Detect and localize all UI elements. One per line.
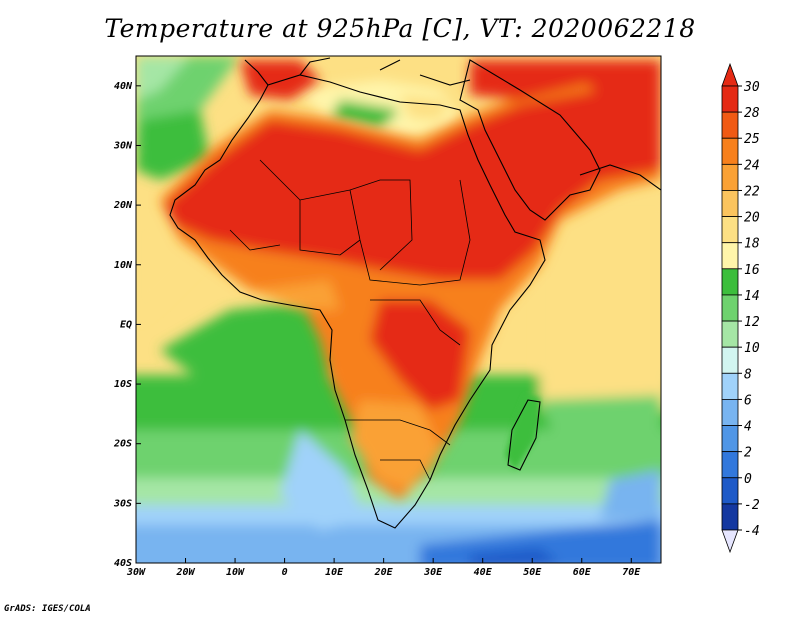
colorbar-label: 0 xyxy=(744,472,752,487)
colorbar-label: 20 xyxy=(744,211,760,226)
lat-tick-label: 30S xyxy=(113,498,132,509)
lat-tick-label: 40N xyxy=(114,81,133,92)
colorbar-swatch xyxy=(721,242,739,270)
colorbar-label: 25 xyxy=(744,132,760,147)
lat-tick-label: 30N xyxy=(113,140,133,151)
colorbar-swatch xyxy=(721,216,739,244)
axis-ticks: 30W 20W 10W 0 10E 20E 30E 40E 50E 60E 70E 40N 30N 20N… xyxy=(113,81,641,578)
colorbar-label: 30 xyxy=(743,80,760,95)
lon-tick-label: 70E xyxy=(622,567,641,578)
colorbar-swatch xyxy=(721,190,739,217)
lon-tick-label: 50E xyxy=(523,567,542,578)
colorbar-swatch xyxy=(721,477,739,505)
colorbar-swatch xyxy=(721,268,739,296)
colorbar-label: 8 xyxy=(744,367,752,382)
colorbar-label: 18 xyxy=(744,237,760,252)
colorbar-swatch xyxy=(721,85,739,113)
lat-tick-label: 40S xyxy=(114,558,132,569)
colorbar-top-triangle xyxy=(721,62,739,87)
colorbar-label: 24 xyxy=(744,158,760,173)
colorbar-label: 28 xyxy=(744,106,760,121)
colorbar-swatch xyxy=(721,503,739,531)
colorbar-label: 12 xyxy=(744,315,760,330)
colorbar-label: 2 xyxy=(744,446,752,461)
lat-tick-label: 20N xyxy=(113,200,133,211)
colorbar-label: -2 xyxy=(744,498,760,513)
colorbar-label: 22 xyxy=(744,184,760,199)
colorbar-swatch xyxy=(721,163,739,191)
lon-tick-label: 60E xyxy=(573,567,592,578)
lon-tick-label: 20W xyxy=(175,567,195,578)
colorbar-label: -4 xyxy=(744,524,760,539)
colorbar-swatch xyxy=(721,294,739,322)
colorbar-swatch xyxy=(721,346,739,374)
colorbar-label: 4 xyxy=(744,420,752,435)
colorbar-bottom-triangle xyxy=(721,529,739,554)
colorbar-label: 10 xyxy=(744,341,760,356)
lon-tick-label: 40E xyxy=(474,567,493,578)
map-frame xyxy=(135,55,662,564)
colorbar-swatch xyxy=(721,425,739,453)
coastlines xyxy=(169,57,661,529)
lat-tick-label: 10N xyxy=(114,260,133,271)
lon-tick-label: 20E xyxy=(374,567,394,578)
colorbar-label: 6 xyxy=(744,393,752,408)
lat-tick-label: 10S xyxy=(114,379,132,390)
colorbar-swatch xyxy=(721,111,739,139)
lon-tick-label: 30W xyxy=(126,567,146,578)
colorbar-swatch xyxy=(721,451,739,479)
colorbar-swatch xyxy=(721,399,739,426)
lon-tick-label: 10W xyxy=(226,567,245,578)
lat-tick-label: EQ xyxy=(120,319,132,330)
colorbar-swatch xyxy=(721,320,739,348)
lon-tick-label: 30E xyxy=(423,567,443,578)
colorbar-swatch xyxy=(721,137,739,165)
lon-tick-label: 10E xyxy=(325,567,344,578)
colorbar-swatch xyxy=(721,372,739,400)
map-title: Temperature at 925hPa [C], VT: 202006221… xyxy=(104,14,696,43)
credit-text: GrADS: IGES/COLA xyxy=(4,604,91,614)
temperature-field xyxy=(136,56,661,563)
lon-tick-label: 0 xyxy=(282,567,288,578)
colorbar-label: 16 xyxy=(744,263,760,278)
colorbar-label: 14 xyxy=(744,289,760,304)
lat-tick-label: 20S xyxy=(113,439,132,450)
